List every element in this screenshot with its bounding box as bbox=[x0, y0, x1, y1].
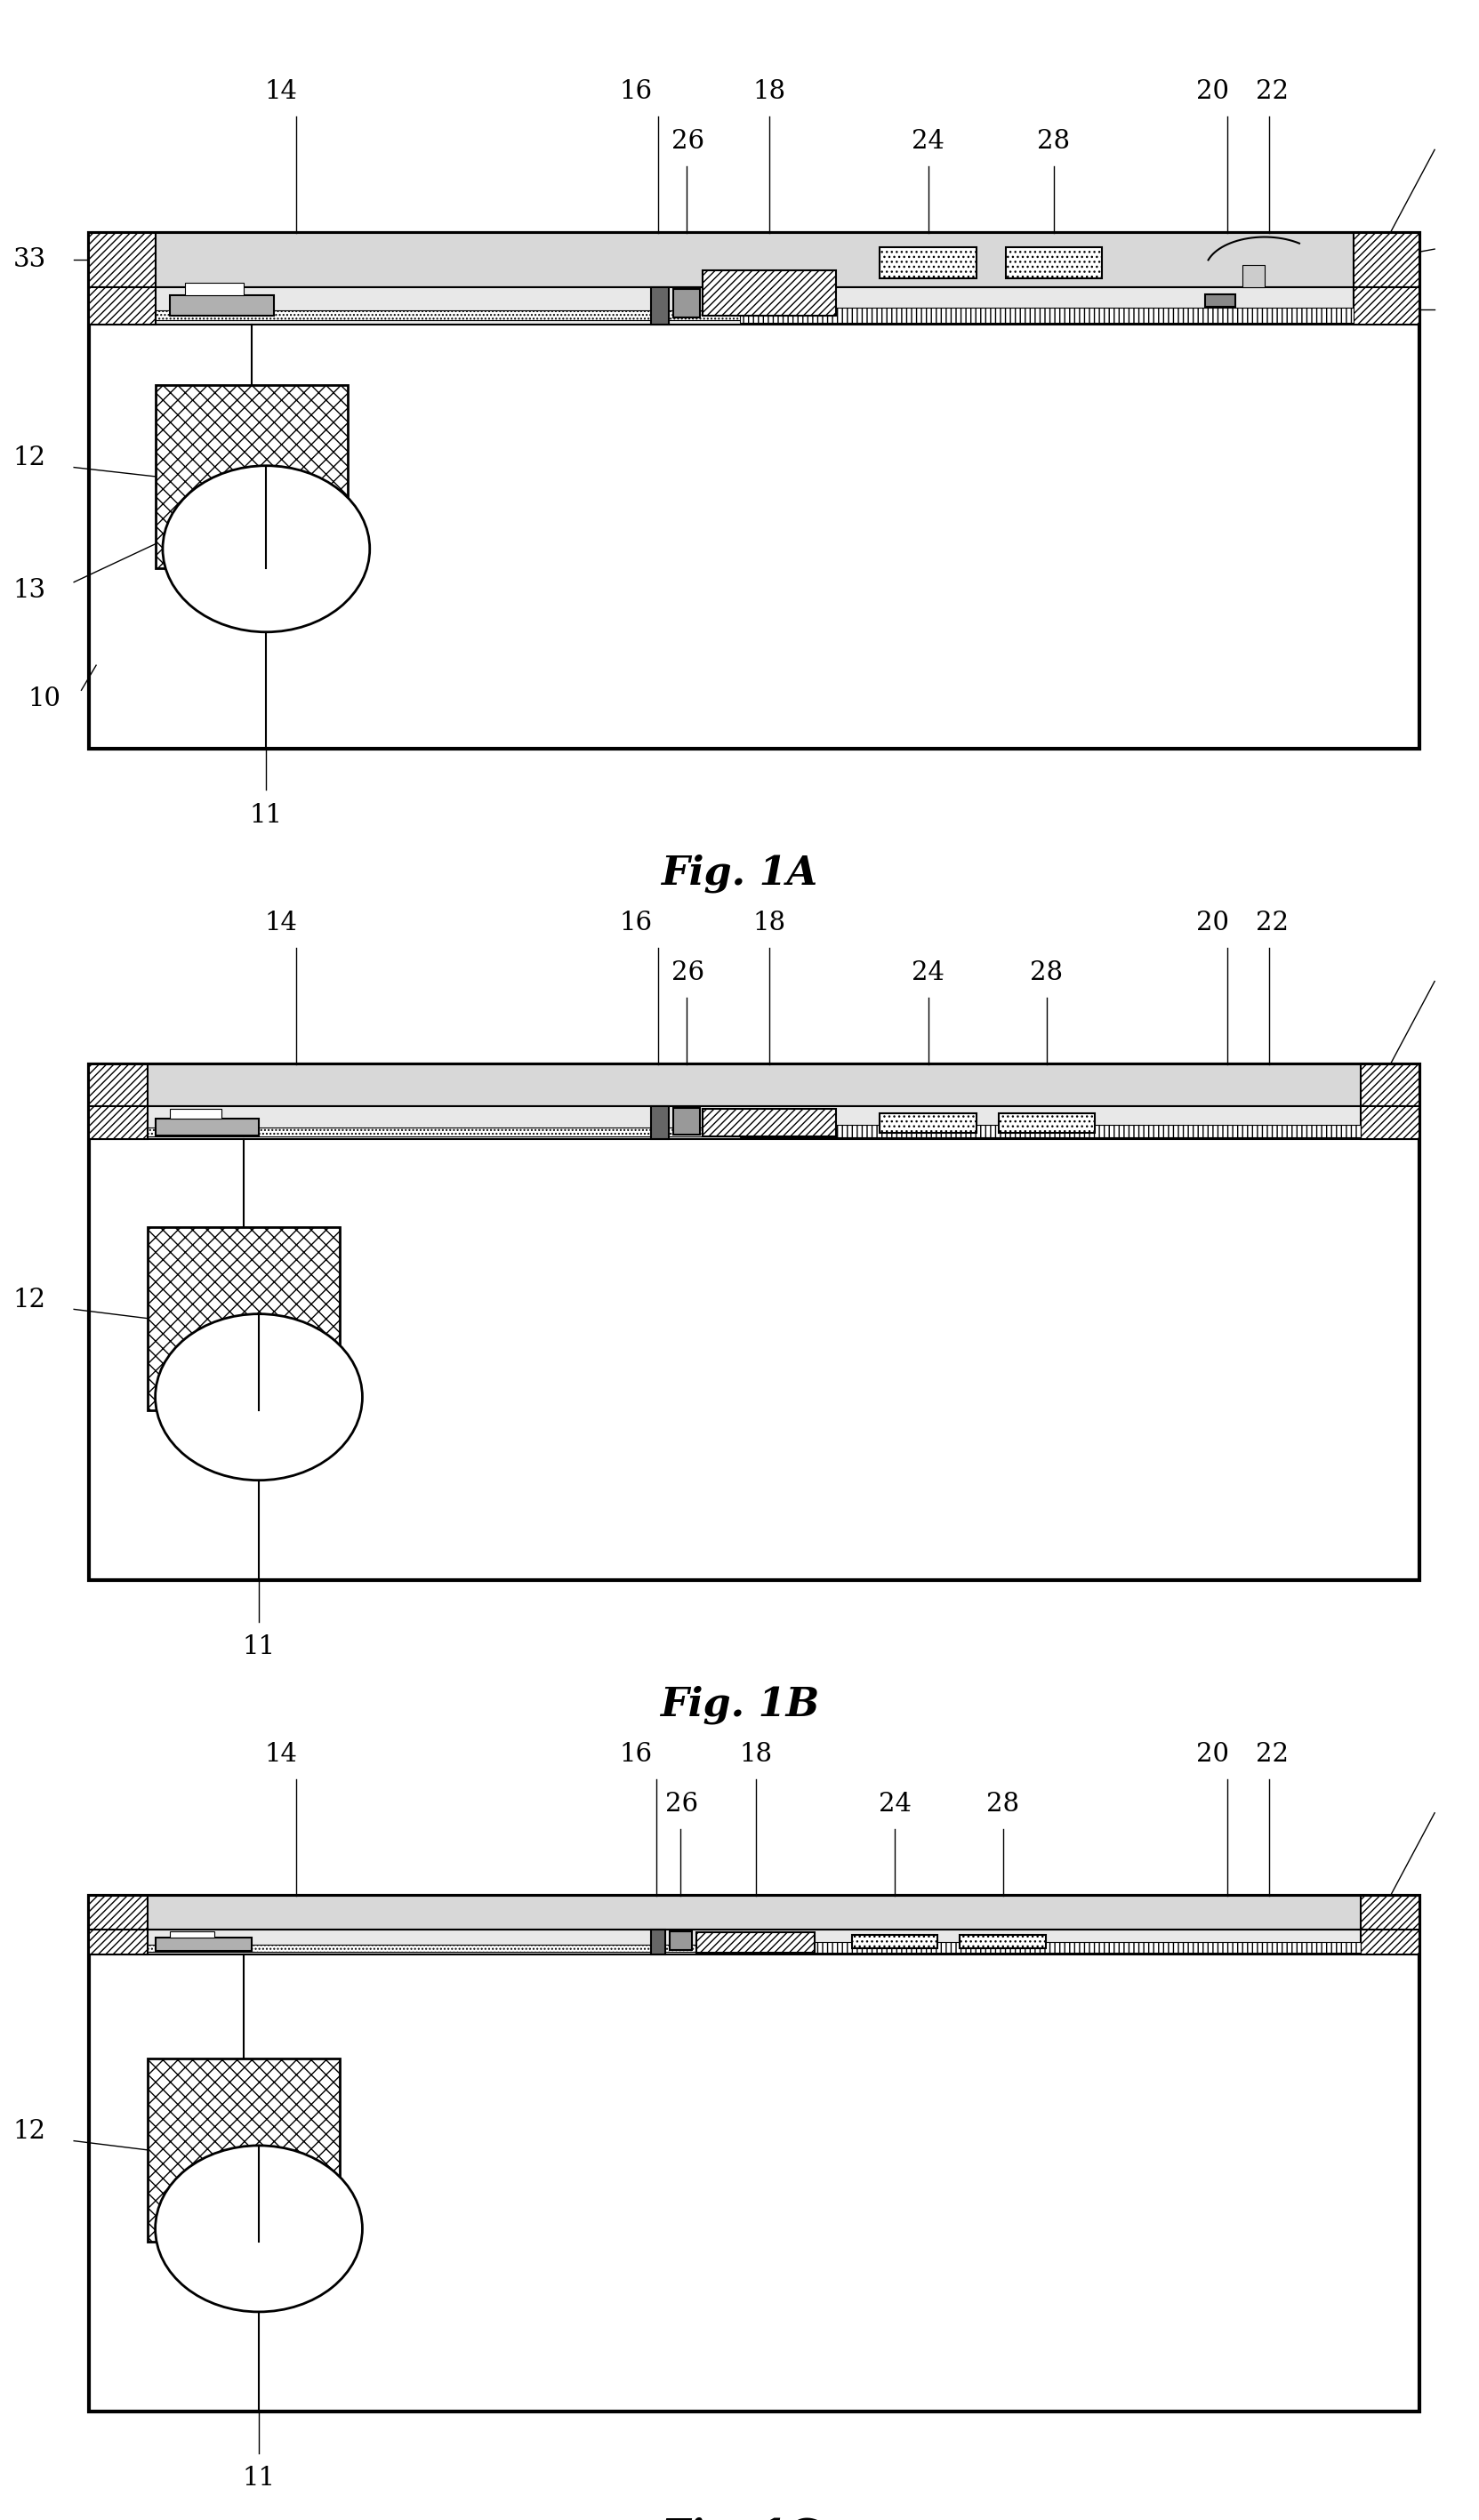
Text: 22: 22 bbox=[1256, 1741, 1288, 1767]
Bar bbox=[740, 1124, 1361, 1137]
Text: Fig. 1B: Fig. 1B bbox=[660, 1686, 819, 1724]
Bar bbox=[1006, 247, 1102, 280]
Text: 18: 18 bbox=[740, 1741, 772, 1767]
Text: 14: 14 bbox=[265, 1741, 297, 1767]
Bar bbox=[148, 1945, 740, 1953]
Text: 14: 14 bbox=[265, 78, 297, 103]
Bar bbox=[1242, 265, 1265, 287]
Text: 14: 14 bbox=[265, 910, 297, 935]
Text: 11: 11 bbox=[243, 2465, 275, 2490]
Bar bbox=[89, 1895, 148, 1930]
Bar bbox=[89, 1063, 148, 1106]
Bar bbox=[960, 1935, 1046, 1948]
Bar bbox=[998, 1114, 1094, 1131]
Bar bbox=[1353, 287, 1420, 325]
Bar bbox=[89, 1895, 1420, 2412]
Bar bbox=[740, 307, 1353, 323]
Text: 24: 24 bbox=[879, 1792, 911, 1817]
Bar bbox=[673, 1109, 700, 1134]
Bar bbox=[89, 1063, 1420, 1580]
Bar bbox=[673, 290, 700, 318]
Bar bbox=[148, 2059, 340, 2240]
Text: 10: 10 bbox=[28, 685, 61, 711]
Bar bbox=[89, 1930, 1420, 1956]
Text: 20: 20 bbox=[1197, 910, 1229, 935]
Text: 26: 26 bbox=[671, 960, 704, 985]
Text: 24: 24 bbox=[911, 960, 945, 985]
Bar bbox=[89, 1106, 148, 1139]
Bar bbox=[89, 1930, 148, 1956]
Bar bbox=[651, 1106, 669, 1139]
Text: 18: 18 bbox=[753, 910, 785, 935]
Bar bbox=[732, 1943, 1361, 1953]
Bar bbox=[170, 1930, 214, 1938]
Bar bbox=[651, 1930, 666, 1956]
Bar bbox=[1353, 232, 1420, 287]
Text: 18: 18 bbox=[753, 78, 785, 103]
Bar bbox=[155, 1938, 251, 1950]
Bar bbox=[852, 1935, 938, 1948]
Bar bbox=[89, 232, 1420, 287]
Text: 12: 12 bbox=[13, 1288, 46, 1313]
Bar bbox=[703, 270, 836, 315]
Text: 28: 28 bbox=[1037, 129, 1071, 154]
Bar bbox=[1205, 295, 1235, 307]
Text: 16: 16 bbox=[620, 910, 652, 935]
Ellipse shape bbox=[163, 466, 370, 633]
Text: 28: 28 bbox=[1029, 960, 1063, 985]
Ellipse shape bbox=[155, 1313, 362, 1479]
Text: 12: 12 bbox=[13, 2119, 46, 2145]
Text: 12: 12 bbox=[13, 446, 46, 471]
Bar bbox=[89, 232, 1420, 748]
Bar bbox=[89, 1063, 1420, 1106]
Text: 26: 26 bbox=[671, 129, 704, 154]
Bar bbox=[89, 232, 155, 287]
Text: 22: 22 bbox=[1256, 910, 1288, 935]
Text: Fig. 1C: Fig. 1C bbox=[661, 2517, 818, 2520]
Bar bbox=[697, 1933, 815, 1953]
Bar bbox=[1361, 1063, 1420, 1106]
Bar bbox=[703, 1109, 836, 1137]
Ellipse shape bbox=[155, 2145, 362, 2311]
Text: 20: 20 bbox=[1197, 1741, 1229, 1767]
Text: 26: 26 bbox=[666, 1792, 698, 1817]
Text: 24: 24 bbox=[911, 129, 945, 154]
Bar bbox=[89, 1895, 1420, 1930]
Bar bbox=[89, 287, 155, 325]
Bar bbox=[1361, 1930, 1420, 1956]
Text: 28: 28 bbox=[986, 1792, 1019, 1817]
Text: Fig. 1A: Fig. 1A bbox=[661, 854, 818, 892]
Bar bbox=[185, 282, 244, 295]
Bar bbox=[1361, 1895, 1420, 1930]
Text: 16: 16 bbox=[620, 78, 652, 103]
Bar bbox=[148, 1227, 340, 1409]
Bar bbox=[880, 1114, 976, 1131]
Bar bbox=[170, 1109, 222, 1119]
Bar bbox=[170, 295, 274, 315]
Text: 20: 20 bbox=[1197, 78, 1229, 103]
Bar bbox=[670, 1930, 692, 1950]
Bar bbox=[155, 386, 348, 567]
Text: 22: 22 bbox=[1256, 78, 1288, 103]
Bar bbox=[880, 247, 976, 280]
Bar bbox=[155, 310, 895, 320]
Text: 11: 11 bbox=[243, 1633, 275, 1658]
Bar bbox=[89, 287, 1420, 325]
Bar bbox=[155, 1119, 259, 1134]
Bar bbox=[89, 1106, 1420, 1139]
Text: 16: 16 bbox=[620, 1741, 652, 1767]
Text: 11: 11 bbox=[250, 801, 282, 827]
Bar bbox=[1361, 1106, 1420, 1139]
Text: 33: 33 bbox=[13, 247, 46, 272]
Bar bbox=[148, 1126, 769, 1137]
Text: 13: 13 bbox=[13, 577, 46, 602]
Bar bbox=[651, 287, 669, 325]
